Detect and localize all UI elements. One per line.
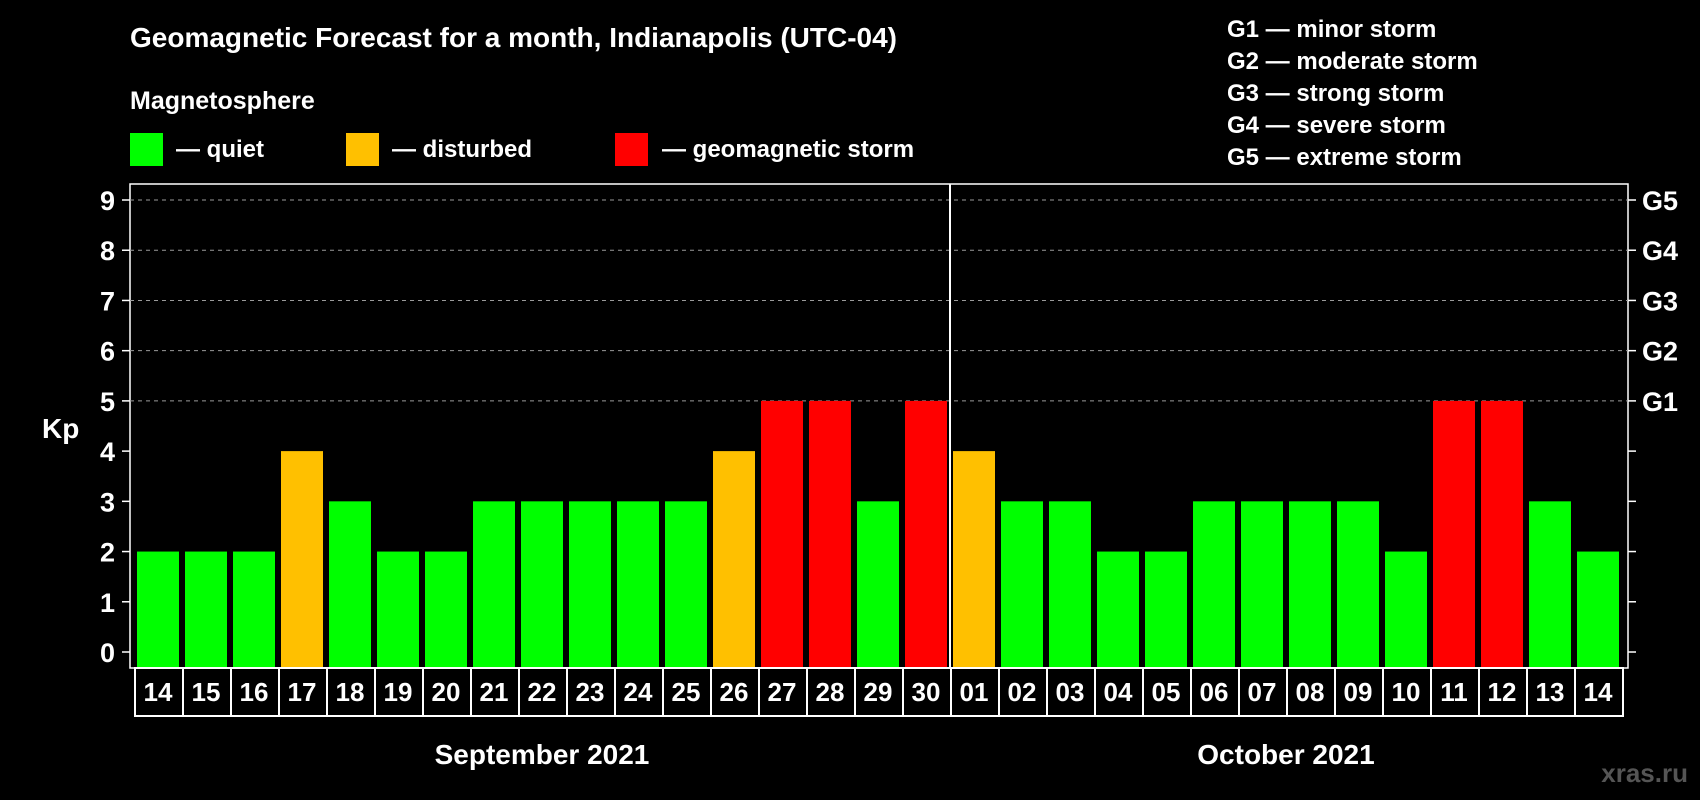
day-label-29: 13 [1536,677,1565,707]
day-label-27: 11 [1440,677,1468,707]
day-label-20: 04 [1104,677,1133,707]
bar-11 [665,501,707,667]
y-tick-label-6: 6 [100,337,115,367]
y-tick-label-4: 4 [100,437,115,467]
day-label-15: 29 [864,677,893,707]
y-tick-label-7: 7 [100,286,115,316]
bar-10 [617,501,659,667]
day-label-21: 05 [1152,677,1181,707]
y-axis-label: Kp [42,413,79,444]
day-label-1: 15 [192,677,221,707]
day-label-3: 17 [288,677,317,707]
day-label-row [134,667,1624,717]
month-label-0: September 2021 [435,739,650,770]
legend-swatch-quiet [130,133,163,166]
legend-label-quiet: — quiet [176,136,264,163]
bar-12 [713,451,755,667]
bar-15 [857,501,899,667]
day-label-8: 22 [528,677,557,707]
day-label-14: 28 [816,677,845,707]
watermark: xras.ru [1601,758,1688,788]
y-tick-label-5: 5 [100,387,115,417]
y-tick-label-1: 1 [100,588,115,618]
day-label-25: 09 [1344,677,1373,707]
bar-22 [1193,501,1235,667]
bar-20 [1097,551,1139,667]
bar-17 [953,451,995,667]
month-label-1: October 2021 [1197,739,1374,770]
bar-6 [425,551,467,667]
day-label-16: 30 [912,677,941,707]
bar-7 [473,501,515,667]
bar-23 [1241,501,1283,667]
legend-title: Magnetosphere [130,87,315,115]
bar-3 [281,451,323,667]
y-tick-label-9: 9 [100,186,115,216]
y-tick-label-2: 2 [100,538,115,568]
right-axis-label-g1: G1 [1642,387,1678,417]
chart-title: Geomagnetic Forecast for a month, Indian… [130,22,897,53]
legend-label-storm: — geomagnetic storm [662,136,914,163]
bar-9 [569,501,611,667]
day-label-6: 20 [432,677,461,707]
legend-swatch-storm [615,133,648,166]
day-label-0: 14 [144,677,173,707]
right-axis-label-g2: G2 [1642,337,1678,367]
day-label-7: 21 [480,677,509,707]
g-scale-g4: G4 — severe storm [1227,112,1446,139]
bar-19 [1049,501,1091,667]
y-tick-label-8: 8 [100,236,115,266]
bar-2 [233,551,275,667]
right-axis-label-g5: G5 [1642,186,1678,216]
legend-swatch-disturbed [346,133,379,166]
day-label-26: 10 [1392,677,1421,707]
day-label-28: 12 [1488,677,1517,707]
day-label-30: 14 [1584,677,1613,707]
bar-25 [1337,501,1379,667]
day-label-11: 25 [672,677,701,707]
y-tick-label-0: 0 [100,638,115,668]
bar-1 [185,551,227,667]
bar-13 [761,400,803,667]
day-label-19: 03 [1056,677,1085,707]
bar-28 [1481,400,1523,667]
day-label-5: 19 [384,677,413,707]
day-label-12: 26 [720,677,749,707]
bar-8 [521,501,563,667]
bar-14 [809,400,851,667]
day-label-4: 18 [336,677,365,707]
day-label-2: 16 [240,677,269,707]
legend-label-disturbed: — disturbed [392,136,532,163]
bar-29 [1529,501,1571,667]
y-tick-label-3: 3 [100,487,115,517]
legend: — quiet — disturbed — geomagnetic storm [130,133,914,166]
day-label-24: 08 [1296,677,1325,707]
day-label-18: 02 [1008,677,1037,707]
g-scale-g5: G5 — extreme storm [1227,144,1462,171]
day-label-17: 01 [960,677,989,707]
bar-5 [377,551,419,667]
bar-27 [1433,400,1475,667]
day-label-22: 06 [1200,677,1229,707]
day-label-10: 24 [624,677,653,707]
g-scale-g2: G2 — moderate storm [1227,48,1478,75]
bar-24 [1289,501,1331,667]
right-axis-label-g3: G3 [1642,286,1678,316]
bar-0 [137,551,179,667]
day-label-13: 27 [768,677,797,707]
g-scale-g1: G1 — minor storm [1227,16,1436,43]
bar-30 [1577,551,1619,667]
bar-26 [1385,551,1427,667]
g-scale-g3: G3 — strong storm [1227,80,1444,107]
bar-16 [905,400,947,667]
day-label-23: 07 [1248,677,1277,707]
day-label-9: 23 [576,677,605,707]
bar-4 [329,501,371,667]
g-scale-legend: G1 — minor storm G2 — moderate storm G3 … [1227,16,1478,171]
bar-18 [1001,501,1043,667]
bar-21 [1145,551,1187,667]
right-axis-label-g4: G4 [1642,236,1678,266]
